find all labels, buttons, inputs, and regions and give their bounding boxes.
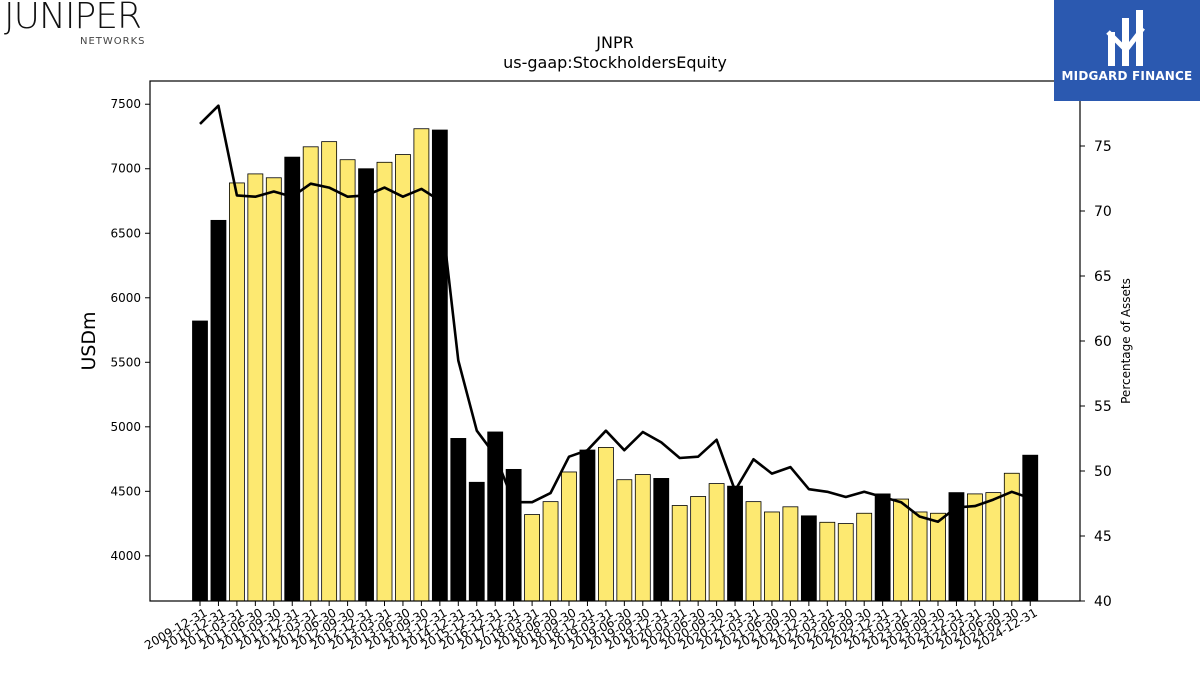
- bar-2012-03-31: [302, 146, 319, 602]
- bar-2024-03-31: [967, 493, 983, 602]
- bar-2018-06-30: [542, 501, 559, 602]
- y-axis-label: USDm: [78, 311, 100, 370]
- y2-tick-label: 75: [1094, 139, 1112, 155]
- bar-2011-03-31: [228, 182, 245, 602]
- y-tick-label: 6000: [110, 291, 141, 305]
- bar-2020-12-31: [727, 485, 743, 602]
- bar-2022-09-30: [856, 512, 873, 602]
- bar-2019-09-30: [634, 474, 651, 602]
- juniper-wordmark: JUNIPER: [4, 0, 142, 37]
- bar-2023-03-31: [893, 498, 909, 602]
- bar-2018-12-31: [579, 449, 596, 602]
- midgard-logo: MIDGARD FINANCE: [1054, 0, 1200, 101]
- bar-2019-12-31: [653, 478, 670, 602]
- bar-2022-06-30: [837, 523, 854, 602]
- bar-2013-09-30: [413, 128, 430, 602]
- y-tick-label: 7000: [110, 162, 141, 176]
- y2-tick-label: 45: [1094, 529, 1112, 545]
- bar-2018-03-31: [524, 514, 540, 602]
- y2-tick-label: 50: [1094, 464, 1112, 480]
- line-layer: [199, 104, 1031, 524]
- bar-2019-06-30: [616, 479, 633, 602]
- y2-tick-label: 70: [1094, 204, 1112, 220]
- y-tick-label: 4000: [110, 549, 141, 563]
- bar-2024-12-31: [1022, 454, 1039, 602]
- bar-2021-12-31: [800, 515, 817, 602]
- y2-axis-label: Percentage of Assets: [1119, 278, 1133, 404]
- bars-layer: [192, 128, 1039, 602]
- y2-tick-label: 65: [1094, 269, 1112, 285]
- y-tick-label: 4500: [110, 484, 141, 498]
- y2-tick-label: 40: [1094, 594, 1112, 610]
- chart-title: JNPR: [595, 33, 633, 52]
- bar-2012-12-31: [358, 168, 374, 602]
- chart-subtitle: us-gaap:StockholdersEquity: [503, 53, 727, 72]
- percentage-line: [199, 104, 1031, 524]
- bar-2021-09-30: [782, 506, 799, 602]
- bar-2020-06-30: [690, 496, 707, 602]
- bar-2023-09-30: [930, 512, 946, 602]
- bar-2010-12-31: [210, 219, 227, 602]
- bar-2021-06-30: [764, 511, 780, 602]
- bar-2019-03-31: [598, 447, 614, 602]
- juniper-subtitle: NETWORKS: [80, 36, 146, 47]
- bar-2011-06-30: [247, 173, 264, 602]
- bar-2011-12-31: [284, 156, 301, 602]
- bar-2011-09-30: [265, 177, 282, 602]
- bar-2009-12-31: [192, 320, 208, 602]
- midgard-wordmark: MIDGARD FINANCE: [1061, 69, 1193, 83]
- bar-2015-12-31: [468, 481, 485, 602]
- bar-2023-06-30: [911, 511, 928, 602]
- bar-2024-06-30: [985, 492, 1002, 602]
- bar-2014-12-31: [450, 438, 467, 602]
- bar-2022-12-31: [874, 493, 891, 602]
- bar-2013-03-31: [376, 161, 393, 602]
- midgard-mark-icon: [1106, 10, 1145, 66]
- bar-2020-03-31: [671, 505, 688, 602]
- y-axis-left: 4000 4500 5000 5500 6000 6500 7000 7500: [110, 97, 150, 563]
- bar-2012-09-30: [339, 159, 356, 602]
- bar-2013-06-30: [395, 154, 411, 602]
- y-axis-right: 40 45 50 55 60 65 70 75: [1080, 139, 1112, 610]
- y-tick-label: 5500: [110, 355, 141, 369]
- y2-tick-label: 55: [1094, 399, 1112, 415]
- y2-tick-label: 60: [1094, 334, 1112, 350]
- y-tick-label: 6500: [110, 226, 141, 240]
- bar-2018-09-30: [561, 471, 577, 602]
- bar-2022-03-31: [819, 521, 836, 602]
- bar-2020-09-30: [708, 483, 725, 602]
- bar-2012-06-30: [321, 141, 338, 602]
- bar-2021-03-31: [745, 501, 762, 602]
- juniper-logo: JUNIPER NETWORKS: [4, 0, 164, 52]
- y-tick-label: 5000: [110, 420, 141, 434]
- x-axis: 2009-12-312010-12-312011-03-312011-06-30…: [142, 601, 1040, 652]
- y-tick-label: 7500: [110, 97, 141, 111]
